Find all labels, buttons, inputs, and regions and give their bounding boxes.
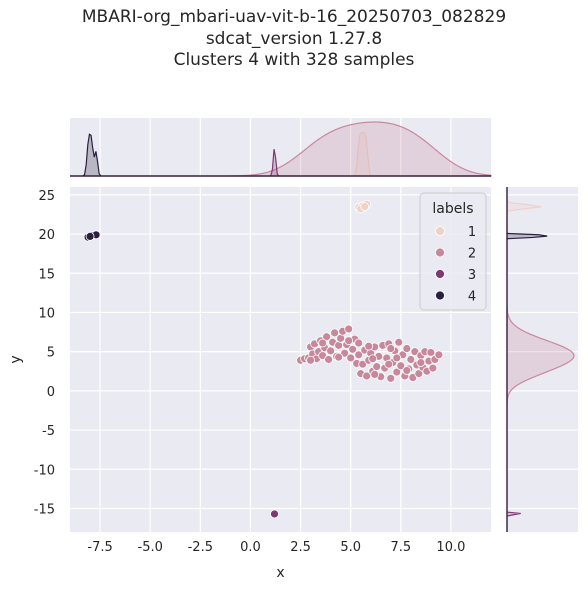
y-tick-label: 20	[38, 228, 55, 243]
y-tick-label: 0	[47, 385, 55, 400]
y-tick-label: 10	[38, 306, 55, 321]
legend-marker-2	[435, 247, 445, 258]
top-kde-curve-series-4	[70, 133, 491, 177]
scatter-point-series-2	[392, 353, 402, 363]
scatter-point-series-2	[426, 348, 436, 357]
scatter-point-series-2	[410, 347, 420, 357]
y-axis-label: y	[8, 355, 24, 363]
right-marginal-background	[507, 187, 578, 532]
legend-marker-3	[435, 269, 445, 279]
right-kde-curve-series-4	[506, 187, 548, 532]
scatter-point-series-2	[344, 336, 354, 346]
y-tick-label: -15	[34, 502, 55, 517]
legend[interactable]: labels 1 2 3 4	[419, 192, 487, 311]
scatter-point-series-2	[354, 350, 364, 360]
scatter-point-series-2	[416, 358, 426, 368]
scatter-point-series-4	[85, 231, 95, 241]
scatter-point-series-2	[354, 338, 364, 348]
scatter-point-series-1	[360, 202, 370, 212]
scatter-point-series-2	[428, 363, 438, 373]
y-tick-label: 15	[38, 267, 55, 282]
scatter-point-series-2	[386, 373, 396, 383]
legend-label-2: 2	[468, 247, 476, 262]
scatter-point-series-2	[326, 346, 336, 356]
chart-title-line-2: sdcat_version 1.27.8	[205, 29, 383, 49]
legend-label-1: 1	[468, 225, 476, 240]
x-tick-label: 2.5	[290, 540, 311, 555]
scatter-point-series-3	[270, 509, 279, 519]
legend-marker-4	[435, 290, 445, 301]
legend-marker-1	[435, 226, 445, 236]
x-tick-label: 0.0	[240, 540, 261, 555]
scatter-point-series-2	[384, 359, 394, 369]
scatter-point-series-2	[306, 355, 315, 365]
scatter-point-series-2	[402, 344, 412, 353]
scatter-point-series-2	[434, 350, 444, 360]
legend-label-3: 3	[468, 268, 476, 283]
y-tick-label: -5	[42, 424, 55, 439]
scatter-point-series-2	[344, 324, 354, 334]
scatter-point-series-2	[334, 352, 344, 362]
top-marginal-kde	[70, 118, 492, 177]
scatter-point-series-2	[414, 369, 424, 379]
right-marginal-kde	[506, 187, 578, 532]
x-tick-label: -2.5	[188, 540, 213, 555]
y-tick-label: -10	[34, 463, 55, 478]
scatter-points	[83, 199, 444, 519]
scatter-point-series-2	[318, 338, 328, 348]
scatter-point-series-2	[324, 355, 334, 364]
scatter-point-series-2	[370, 369, 380, 379]
scatter-point-series-2	[322, 332, 332, 342]
scatter-point-series-2	[408, 373, 418, 382]
scatter-point-series-2	[394, 337, 404, 347]
x-tick-label: 5.0	[340, 540, 361, 555]
scatter-point-series-2	[368, 354, 378, 364]
scatter-point-series-2	[346, 353, 356, 363]
x-axis-label: x	[276, 565, 284, 581]
grid-lines	[70, 187, 491, 532]
legend-title: labels	[432, 201, 473, 217]
scatter-point-series-2	[402, 366, 412, 375]
chart-title-line-3: Clusters 4 with 328 samples	[173, 50, 415, 70]
x-tick-label: -7.5	[87, 540, 112, 555]
scatter-point-series-2	[392, 367, 402, 377]
scatter-point-series-2	[358, 359, 368, 369]
scatter-point-series-2	[396, 361, 406, 371]
scatter-point-series-2	[386, 344, 396, 353]
legend-box	[419, 192, 487, 311]
scatter-point-series-2	[406, 355, 416, 364]
y-tick-label: 25	[38, 189, 55, 204]
legend-entries: 1 2 3 4	[435, 225, 476, 305]
scatter-point-series-2	[364, 341, 374, 351]
x-tick-label: 10.0	[436, 540, 465, 555]
x-tick-label: 7.5	[390, 540, 411, 555]
y-tick-label: 5	[47, 346, 55, 361]
legend-label-4: 4	[468, 290, 476, 305]
axis-ticks: -7.5 -5.0 -2.5 0.0 2.5 5.0 7.5 10.0 25 20 15 10 5 0 -5…	[34, 189, 466, 555]
scatter-point-series-2	[348, 344, 358, 354]
x-tick-label: -5.0	[138, 540, 163, 555]
scatter-point-series-2	[340, 348, 350, 358]
scatter-point-series-2	[372, 362, 382, 371]
chart-title-line-1: MBARI-org_mbari-uav-vit-b-16_20250703_08…	[81, 7, 507, 27]
